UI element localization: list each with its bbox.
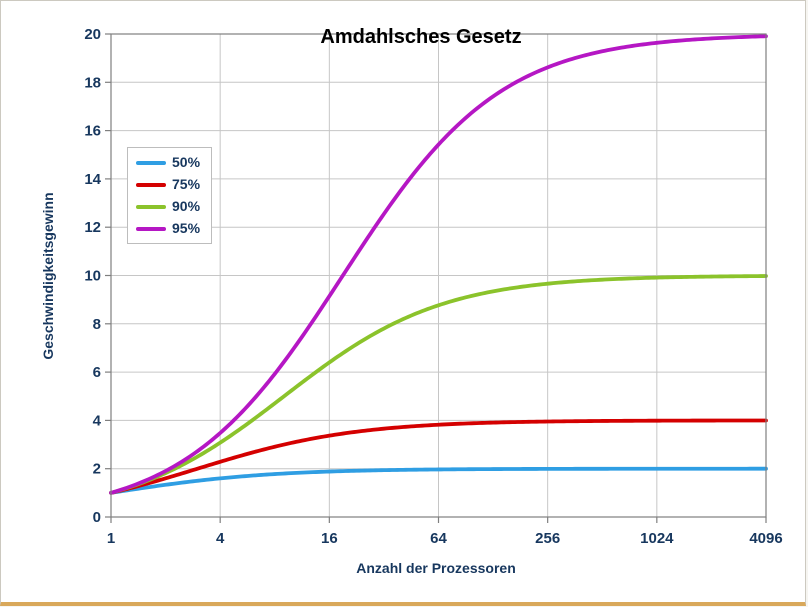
y-tick-label: 18 — [84, 74, 101, 91]
series-line-50 — [109, 466, 768, 495]
series-line-95 — [109, 34, 768, 495]
y-tick-label: 4 — [93, 412, 102, 429]
x-tick-label: 256 — [535, 530, 560, 547]
series-line-75 — [109, 418, 768, 495]
y-tick-label: 0 — [93, 509, 101, 526]
x-tick-label: 64 — [430, 530, 447, 547]
x-axis-title: Anzahl der Prozessoren — [356, 560, 516, 576]
legend-label: 95% — [172, 220, 201, 236]
series-lines — [109, 34, 768, 495]
x-tick-label: 1 — [107, 530, 115, 547]
legend-swatch-icon — [136, 182, 166, 187]
legend-swatch-icon — [136, 204, 166, 209]
legend-label: 75% — [172, 176, 201, 192]
y-tick-label: 14 — [84, 171, 101, 188]
y-tick-label: 16 — [84, 123, 101, 140]
legend-item-75: 75% — [136, 176, 200, 193]
x-tick-label: 1024 — [640, 530, 674, 547]
legend-swatch-icon — [136, 226, 166, 231]
x-tick-label: 16 — [321, 530, 338, 547]
y-tick-label: 20 — [84, 26, 101, 43]
gridlines — [111, 33, 767, 517]
legend-item-50: 50% — [136, 154, 200, 171]
y-tick-label: 8 — [93, 316, 101, 333]
legend-label: 90% — [172, 198, 201, 214]
y-tick-label: 6 — [93, 364, 101, 381]
y-tick-label: 10 — [84, 268, 101, 285]
legend-swatch-icon — [136, 160, 166, 165]
series-line-90 — [109, 274, 768, 495]
x-tick-label: 4096 — [749, 530, 782, 547]
legend: 50% 75% 90% 95% — [127, 147, 213, 244]
y-tick-label: 2 — [93, 461, 101, 478]
y-tick-label: 12 — [84, 219, 101, 236]
x-tick-label: 4 — [216, 530, 225, 547]
legend-label: 50% — [172, 154, 201, 170]
legend-item-90: 90% — [136, 198, 200, 215]
legend-item-95: 95% — [136, 220, 200, 237]
chart-title: Amdahlsches Gesetz — [320, 26, 521, 48]
y-axis-title: Geschwindigkeitsgewinn — [40, 192, 56, 359]
